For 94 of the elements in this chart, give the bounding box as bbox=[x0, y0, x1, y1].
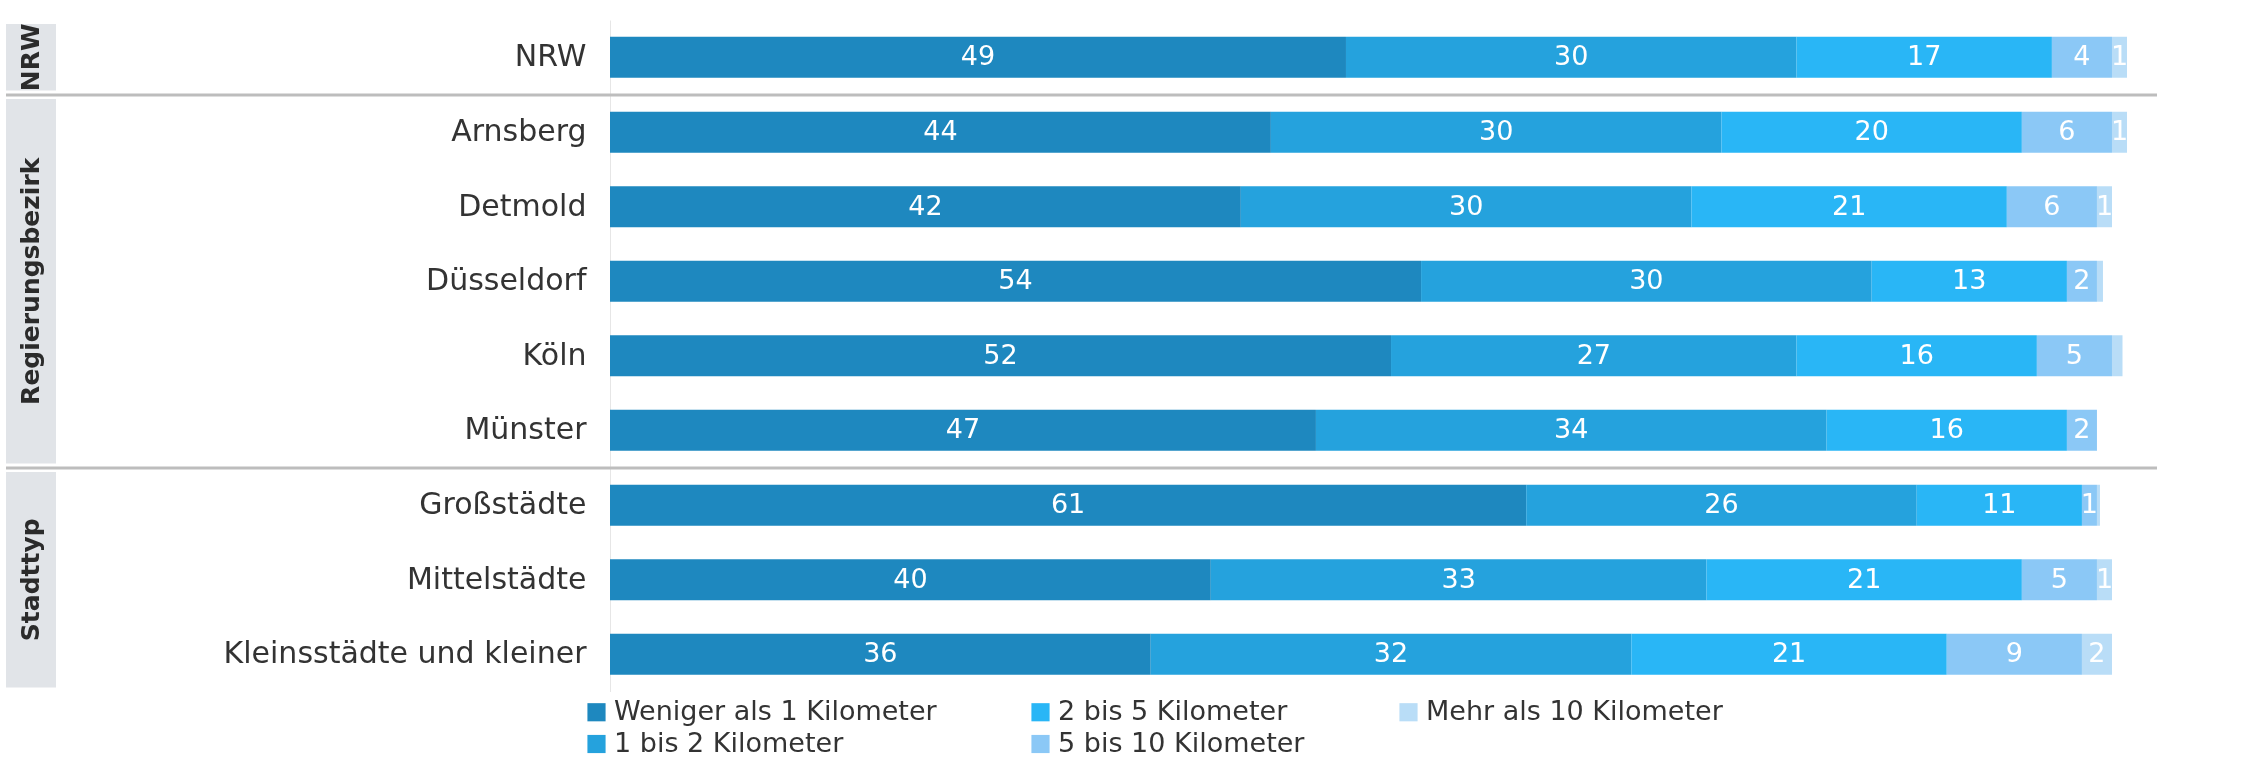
data-label: 30 bbox=[1478, 115, 1514, 147]
bar bbox=[610, 260, 1422, 302]
bar bbox=[1871, 260, 2067, 302]
data-label: 44 bbox=[923, 115, 958, 147]
y-axis-title: Regierungsbezirk bbox=[16, 156, 45, 405]
data-label: 27 bbox=[1576, 338, 1611, 370]
data-label: 61 bbox=[1050, 488, 1086, 520]
bar bbox=[610, 559, 1211, 601]
bar bbox=[2111, 335, 2123, 377]
bar bbox=[1691, 186, 2007, 228]
bar bbox=[2096, 484, 2100, 526]
data-label: 30 bbox=[1448, 189, 1484, 221]
data-label: 33 bbox=[1441, 562, 1476, 594]
data-label: 26 bbox=[1704, 488, 1739, 520]
bar bbox=[1946, 633, 2082, 675]
bar bbox=[2036, 335, 2112, 377]
data-label: 17 bbox=[1907, 40, 1942, 72]
data-label: 30 bbox=[1629, 264, 1664, 296]
data-label: 6 bbox=[2043, 189, 2061, 221]
y-tick-label: Düsseldorf bbox=[426, 262, 588, 298]
bar bbox=[610, 335, 1392, 377]
data-label: 5 bbox=[2065, 338, 2084, 370]
y-tick-label: Großstädte bbox=[419, 486, 587, 522]
bar bbox=[2051, 36, 2112, 78]
bar bbox=[1631, 633, 1947, 675]
data-label: 1 bbox=[2080, 488, 2099, 520]
y-tick-label: Arnsberg bbox=[451, 113, 587, 149]
data-label: 40 bbox=[893, 562, 928, 594]
data-label: 54 bbox=[998, 264, 1033, 296]
bar bbox=[1706, 559, 2022, 601]
bar bbox=[2021, 559, 2097, 601]
bar bbox=[1721, 111, 2022, 153]
bar bbox=[1240, 186, 1692, 228]
bar bbox=[2006, 186, 2097, 228]
bar bbox=[610, 409, 1316, 451]
bar bbox=[2096, 260, 2103, 302]
data-label: 6 bbox=[2058, 115, 2076, 147]
y-tick-label: Kleinsstädte und kleiner bbox=[223, 635, 588, 671]
data-label: 36 bbox=[863, 637, 898, 669]
data-label: 21 bbox=[1846, 562, 1882, 594]
bar bbox=[1526, 484, 1917, 526]
data-label: 4 bbox=[2073, 40, 2091, 72]
bar bbox=[1270, 111, 1722, 153]
bar bbox=[2021, 111, 2112, 153]
y-tick-label: Münster bbox=[464, 411, 588, 447]
bar bbox=[1796, 335, 2037, 377]
bar bbox=[1210, 559, 1707, 601]
data-label: 16 bbox=[1899, 338, 1934, 370]
bar bbox=[1421, 260, 1872, 302]
y-tick-label: Detmold bbox=[458, 187, 587, 223]
data-label: 30 bbox=[1554, 40, 1589, 72]
legend-label: Weniger als 1 Kilometer bbox=[614, 695, 938, 727]
y-tick-label: Mittelstädte bbox=[406, 560, 587, 596]
bar bbox=[610, 186, 1241, 228]
y-tick-label: Köln bbox=[522, 336, 587, 372]
bar bbox=[1150, 633, 1632, 675]
bar bbox=[610, 633, 1151, 675]
bar bbox=[1826, 409, 2067, 451]
data-label: 1 bbox=[2110, 115, 2129, 147]
data-label: 52 bbox=[983, 338, 1018, 370]
data-label: 21 bbox=[1831, 189, 1867, 221]
bar bbox=[1345, 36, 1797, 78]
legend-label: Mehr als 10 Kilometer bbox=[1426, 695, 1724, 727]
data-label: 32 bbox=[1373, 637, 1409, 669]
bar bbox=[610, 111, 1271, 153]
data-label: 34 bbox=[1554, 413, 1589, 445]
data-label: 16 bbox=[1929, 413, 1964, 445]
data-label: 1 bbox=[2095, 189, 2114, 221]
data-label: 49 bbox=[960, 40, 996, 72]
bar bbox=[610, 484, 1527, 526]
data-label: 47 bbox=[945, 413, 981, 445]
legend-label: 5 bis 10 Kilometer bbox=[1058, 727, 1306, 758]
y-axis-title: Stadttyp bbox=[16, 518, 45, 642]
bar bbox=[1391, 335, 1797, 377]
data-label: 1 bbox=[2095, 562, 2114, 594]
data-label: 2 bbox=[2088, 637, 2106, 669]
data-label: 9 bbox=[2005, 637, 2023, 669]
y-tick-label: NRW bbox=[514, 38, 587, 74]
legend-label: 1 bis 2 Kilometer bbox=[614, 727, 845, 758]
bar bbox=[610, 36, 1346, 78]
data-label: 11 bbox=[1982, 488, 2017, 520]
data-label: 2 bbox=[2073, 264, 2091, 296]
data-label: 1 bbox=[2110, 40, 2129, 72]
bar bbox=[1916, 484, 2082, 526]
bar bbox=[1315, 409, 1827, 451]
data-label: 13 bbox=[1952, 264, 1987, 296]
bar bbox=[1796, 36, 2052, 78]
y-axis-title: NRW bbox=[16, 23, 45, 92]
data-label: 21 bbox=[1771, 637, 1807, 669]
data-label: 2 bbox=[2073, 413, 2091, 445]
data-label: 42 bbox=[908, 189, 943, 221]
data-label: 20 bbox=[1854, 115, 1889, 147]
legend-label: 2 bis 5 Kilometer bbox=[1058, 695, 1289, 727]
data-label: 5 bbox=[2050, 562, 2068, 594]
